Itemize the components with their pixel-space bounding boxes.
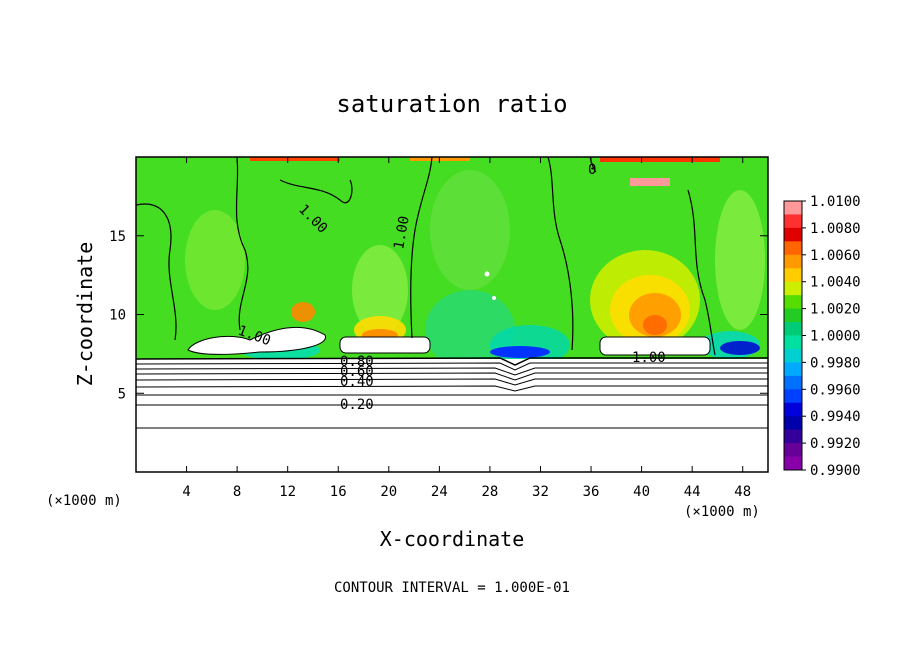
colorbar-swatch — [784, 295, 802, 310]
colorbar-swatch — [784, 241, 802, 256]
lower-contours — [136, 362, 768, 429]
colorbar-label: 1.0040 — [810, 275, 861, 291]
contour-line — [687, 189, 716, 356]
contour-label: 0.20 — [340, 397, 374, 413]
contour-line — [136, 372, 768, 381]
contour-label: 0.60 — [340, 364, 374, 380]
contour-line — [136, 385, 768, 392]
colorbar-label: 1.0060 — [810, 248, 861, 264]
x-tick-label: 8 — [233, 484, 241, 500]
colorbar-swatch — [784, 335, 802, 350]
x-tick-label: 16 — [330, 484, 347, 500]
field-blue — [720, 341, 760, 355]
x-tick-label: 32 — [532, 484, 549, 500]
x-tick-label: 4 — [182, 484, 190, 500]
x-unit-label-left: (×1000 m) — [46, 493, 122, 509]
field-warm — [643, 315, 667, 335]
y-tick-label: 15 — [109, 229, 126, 245]
x-tick-label: 48 — [734, 484, 751, 500]
field-top-strip — [630, 178, 670, 186]
y-tick-label: 5 — [118, 386, 126, 402]
colorbar-swatch — [784, 268, 802, 283]
field-top-strip — [250, 157, 340, 161]
colorbar-label: 1.0020 — [810, 302, 861, 318]
colorbar-swatch — [784, 456, 802, 471]
x-axis-title: X-coordinate — [380, 527, 525, 551]
contour-label: 0.40 — [340, 374, 374, 390]
colorbar-swatch — [784, 348, 802, 363]
field-blue — [490, 346, 550, 358]
field-blotch — [715, 190, 765, 330]
contour-label: 0.80 — [340, 354, 374, 370]
contour-line — [547, 157, 574, 351]
colorbar-swatch — [784, 443, 802, 458]
colorbar-swatch — [784, 201, 802, 215]
x-tick-label: 24 — [431, 484, 448, 500]
contour-line — [136, 378, 768, 386]
cloud-dot — [484, 271, 490, 277]
colorbar-label: 0.9980 — [810, 355, 861, 371]
field-blotch — [352, 245, 408, 335]
contour-line — [136, 367, 768, 376]
field-top-strip — [410, 157, 470, 161]
contour-line — [235, 157, 249, 331]
x-tick-label: 12 — [279, 484, 296, 500]
x-tick-label: 20 — [380, 484, 397, 500]
colorbar-swatch — [784, 362, 802, 377]
colorbar-swatch — [784, 429, 802, 444]
contour-label: 1.00 — [632, 350, 666, 366]
field-top-strip — [600, 157, 720, 162]
colorbar — [783, 200, 803, 471]
contour-label: 0 — [588, 162, 596, 178]
contour-line — [279, 179, 353, 204]
colorbar-label: 0.9900 — [810, 463, 861, 479]
cloud-dot — [492, 296, 496, 300]
cloud-blob — [187, 326, 326, 355]
colorbar-label: 0.9940 — [810, 409, 861, 425]
colorbar-labels: 1.0100 1.0080 1.0060 1.0040 1.0020 1.0000 0.99… — [802, 194, 861, 479]
plot-field — [136, 157, 768, 472]
contour-interval: CONTOUR INTERVAL = 1.000E-01 — [334, 580, 570, 596]
colorbar-label: 1.0100 — [810, 194, 861, 210]
colorbar-label: 0.9920 — [810, 436, 861, 452]
colorbar-swatch — [784, 254, 802, 269]
cloud-blob — [599, 336, 711, 356]
contour-label: 1.00 — [391, 215, 413, 251]
colorbar-label: 1.0000 — [810, 329, 861, 345]
cloud-blob — [339, 336, 431, 354]
colorbar-swatch — [784, 375, 802, 390]
colorbar-label: 1.0080 — [810, 221, 861, 237]
colorbar-swatch — [784, 402, 802, 417]
x-axis-ticks: 4 8 12 16 20 24 28 32 36 40 44 48 — [182, 157, 751, 500]
colorbar-swatch — [784, 322, 802, 336]
colorbar-swatch — [784, 416, 802, 431]
colorbar-swatch — [784, 214, 802, 229]
x-unit-label-right: (×1000 m) — [684, 504, 760, 520]
x-tick-label: 44 — [684, 484, 701, 500]
contour-line — [589, 157, 597, 173]
colorbar-swatch — [784, 227, 802, 242]
surface-contour — [136, 357, 768, 366]
colorbar-swatch — [784, 281, 802, 296]
y-axis-ticks: 5 10 15 — [109, 229, 768, 402]
chart-title: saturation ratio — [336, 90, 567, 118]
field-blotch — [185, 210, 245, 310]
y-tick-label: 10 — [109, 308, 126, 324]
colorbar-label: 0.9960 — [810, 382, 861, 398]
x-tick-label: 36 — [583, 484, 600, 500]
contour-line — [410, 157, 433, 339]
lower-field — [136, 359, 768, 472]
contour-line — [136, 362, 768, 371]
x-tick-label: 28 — [481, 484, 498, 500]
field-warm — [291, 302, 315, 322]
y-axis-title: Z-coordinate — [73, 242, 97, 387]
colorbar-swatch — [784, 308, 802, 323]
colorbar-swatch — [784, 389, 802, 404]
contour-line — [136, 203, 177, 341]
upper-contours — [136, 157, 716, 356]
x-tick-label: 40 — [633, 484, 650, 500]
field-blotch — [430, 170, 510, 290]
